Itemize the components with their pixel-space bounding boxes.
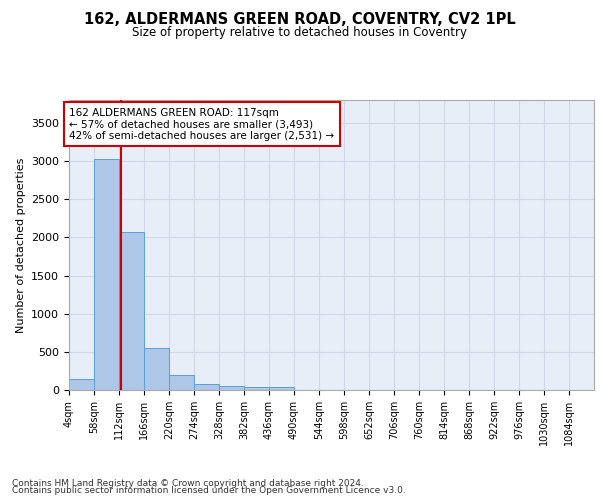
- Text: Contains public sector information licensed under the Open Government Licence v3: Contains public sector information licen…: [12, 486, 406, 495]
- Bar: [169, 374, 194, 390]
- Text: 162, ALDERMANS GREEN ROAD, COVENTRY, CV2 1PL: 162, ALDERMANS GREEN ROAD, COVENTRY, CV2…: [84, 12, 516, 28]
- Y-axis label: Number of detached properties: Number of detached properties: [16, 158, 26, 332]
- Bar: [269, 386, 294, 390]
- Bar: [194, 384, 219, 390]
- Bar: [219, 386, 244, 390]
- Bar: [119, 232, 144, 390]
- Bar: [69, 380, 94, 390]
- Text: Size of property relative to detached houses in Coventry: Size of property relative to detached ho…: [133, 26, 467, 39]
- Text: Contains HM Land Registry data © Crown copyright and database right 2024.: Contains HM Land Registry data © Crown c…: [12, 478, 364, 488]
- Bar: [94, 159, 119, 390]
- Bar: [244, 388, 269, 390]
- Text: 162 ALDERMANS GREEN ROAD: 117sqm
← 57% of detached houses are smaller (3,493)
42: 162 ALDERMANS GREEN ROAD: 117sqm ← 57% o…: [70, 108, 335, 141]
- Bar: [144, 348, 169, 390]
